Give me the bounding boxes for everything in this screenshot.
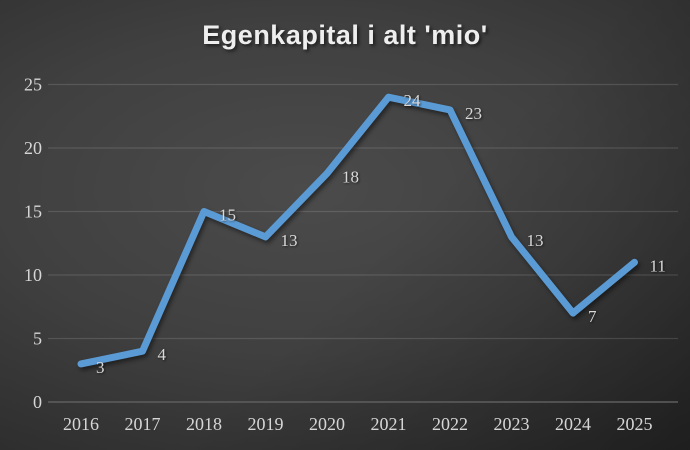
y-tick-label: 5	[33, 329, 42, 349]
y-tick-label: 10	[24, 265, 42, 285]
x-tick-label: 2021	[371, 414, 407, 434]
y-tick-label: 15	[24, 202, 42, 222]
x-tick-label: 2022	[432, 414, 468, 434]
data-label: 23	[465, 104, 482, 123]
y-tick-label: 0	[33, 392, 42, 412]
data-label: 11	[650, 256, 666, 275]
x-tick-label: 2025	[617, 414, 653, 434]
y-tick-label: 20	[24, 138, 42, 158]
data-label: 13	[527, 231, 544, 250]
data-label: 15	[219, 206, 236, 225]
x-tick-label: 2023	[494, 414, 530, 434]
data-label: 4	[158, 345, 167, 364]
chart-title: Egenkapital i alt 'mio'	[202, 20, 488, 50]
data-label: 3	[96, 358, 105, 377]
data-label: 13	[281, 231, 298, 250]
x-tick-label: 2024	[555, 414, 591, 434]
data-label: 24	[404, 91, 422, 110]
x-tick-label: 2016	[63, 414, 99, 434]
series-line	[77, 93, 638, 368]
x-tick-label: 2020	[309, 414, 345, 434]
data-label: 18	[342, 167, 359, 186]
data-label: 7	[588, 307, 597, 326]
y-tick-label: 25	[24, 75, 42, 95]
x-tick-label: 2019	[248, 414, 284, 434]
x-tick-label: 2018	[186, 414, 222, 434]
x-tick-label: 2017	[125, 414, 161, 434]
